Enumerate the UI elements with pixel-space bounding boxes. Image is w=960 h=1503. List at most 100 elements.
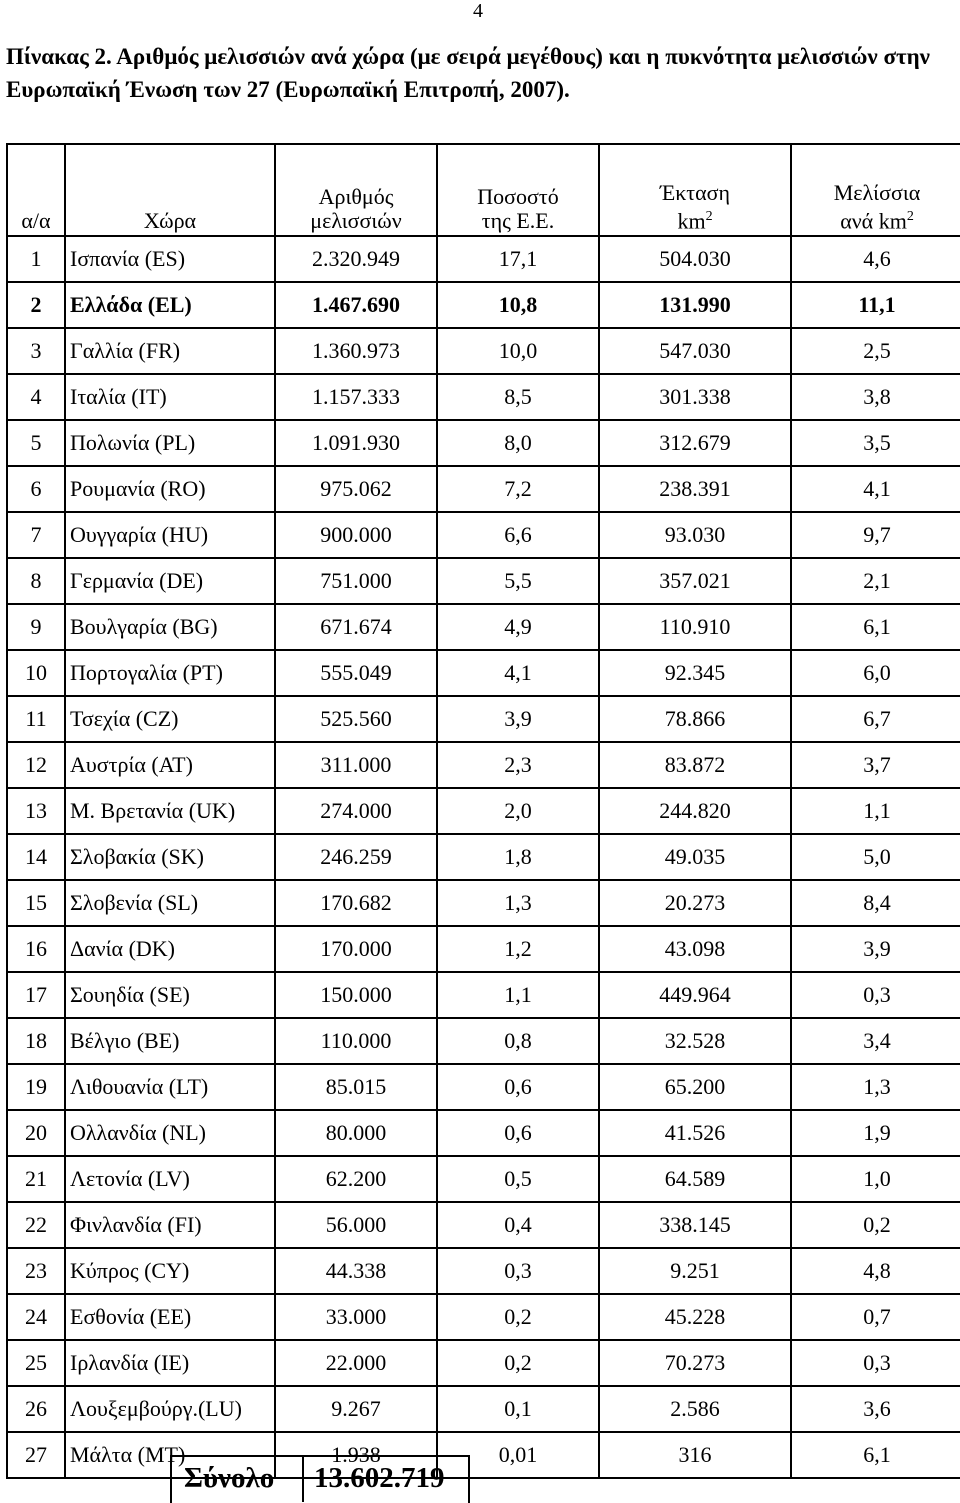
table-header-row: α/α Χώρα Αριθμός μελισσιών Ποσοστό της Ε… [6,143,960,237]
row-percent: 0,5 [436,1155,600,1203]
row-number: 80.000 [274,1109,438,1157]
row-aa: 17 [6,971,66,1019]
row-number: 246.259 [274,833,438,881]
row-density: 3,7 [790,741,960,789]
row-aa: 11 [6,695,66,743]
row-aa: 6 [6,465,66,513]
table-row: 7 Ουγγαρία (HU) 900.000 6,6 93.030 9,7 [6,511,960,559]
row-area: 65.200 [598,1063,792,1111]
row-density: 5,0 [790,833,960,881]
row-number: 975.062 [274,465,438,513]
table-row: 14 Σλοβακία (SK) 246.259 1,8 49.035 5,0 [6,833,960,881]
row-percent: 1,2 [436,925,600,973]
row-country: Ουγγαρία (HU) [64,511,276,559]
row-percent: 0,6 [436,1109,600,1157]
row-number: 56.000 [274,1201,438,1249]
row-aa: 10 [6,649,66,697]
header-density-unit: ανά km [840,208,907,233]
row-density: 4,1 [790,465,960,513]
table-caption: Πίνακας 2. Αριθμός μελισσιών ανά χώρα (μ… [6,44,930,102]
row-country: Ιταλία (IT) [64,373,276,421]
row-area: 547.030 [598,327,792,375]
table-row: 11 Τσεχία (CZ) 525.560 3,9 78.866 6,7 [6,695,960,743]
table-row: 15 Σλοβενία (SL) 170.682 1,3 20.273 8,4 [6,879,960,927]
header-area-sup: 2 [705,208,713,224]
row-area: 357.021 [598,557,792,605]
row-country: Γαλλία (FR) [64,327,276,375]
row-percent: 5,5 [436,557,600,605]
row-aa: 24 [6,1293,66,1341]
row-percent: 0,2 [436,1293,600,1341]
row-percent: 2,0 [436,787,600,835]
row-area: 43.098 [598,925,792,973]
row-area: 2.586 [598,1385,792,1433]
row-density: 8,4 [790,879,960,927]
table-row: 18 Βέλγιο (BE) 110.000 0,8 32.528 3,4 [6,1017,960,1065]
row-country: Ιρλανδία (IE) [64,1339,276,1387]
row-area: 64.589 [598,1155,792,1203]
table-row: 26 Λουξεμβούργ.(LU) 9.267 0,1 2.586 3,6 [6,1385,960,1433]
row-number: 9.267 [274,1385,438,1433]
table-row: 2 Ελλάδα (EL) 1.467.690 10,8 131.990 11,1 [6,281,960,329]
row-country: Λετονία (LV) [64,1155,276,1203]
row-aa: 9 [6,603,66,651]
page-number: 4 [473,0,483,22]
row-country: Σλοβακία (SK) [64,833,276,881]
row-area: 92.345 [598,649,792,697]
row-aa: 18 [6,1017,66,1065]
row-country: Σουηδία (SE) [64,971,276,1019]
row-number: 311.000 [274,741,438,789]
row-density: 0,7 [790,1293,960,1341]
row-percent: 4,9 [436,603,600,651]
table-row: 27 Μάλτα (MT) 1.938 0,01 316 6,1 [6,1431,960,1479]
row-density: 1,9 [790,1109,960,1157]
total-label: Σύνολο [184,1462,275,1494]
row-percent: 7,2 [436,465,600,513]
row-number: 170.682 [274,879,438,927]
row-number: 1.157.333 [274,373,438,421]
row-density: 2,1 [790,557,960,605]
table-row: 9 Βουλγαρία (BG) 671.674 4,9 110.910 6,1 [6,603,960,651]
header-area-unit: km [677,208,706,233]
table-row: 10 Πορτογαλία (PT) 555.049 4,1 92.345 6,0 [6,649,960,697]
row-number: 2.320.949 [274,235,438,283]
row-country: Πολωνία (PL) [64,419,276,467]
row-percent: 1,8 [436,833,600,881]
header-number-line1: Αριθμός [318,184,394,209]
header-number: Αριθμός μελισσιών [274,143,438,237]
row-country: Βέλγιο (BE) [64,1017,276,1065]
row-aa: 25 [6,1339,66,1387]
row-area: 131.990 [598,281,792,329]
row-country: Τσεχία (CZ) [64,695,276,743]
row-percent: 1,1 [436,971,600,1019]
table-row: 8 Γερμανία (DE) 751.000 5,5 357.021 2,1 [6,557,960,605]
row-aa: 4 [6,373,66,421]
header-area-line2: km2 [601,205,789,233]
row-area: 83.872 [598,741,792,789]
row-percent: 3,9 [436,695,600,743]
header-density: Μελίσσια ανά km2 [790,143,960,237]
row-percent: 0,1 [436,1385,600,1433]
row-area: 449.964 [598,971,792,1019]
row-aa: 8 [6,557,66,605]
row-number: 274.000 [274,787,438,835]
table-row: 5 Πολωνία (PL) 1.091.930 8,0 312.679 3,5 [6,419,960,467]
row-number: 22.000 [274,1339,438,1387]
table-row: 22 Φινλανδία (FI) 56.000 0,4 338.145 0,2 [6,1201,960,1249]
row-percent: 4,1 [436,649,600,697]
row-aa: 5 [6,419,66,467]
row-aa: 12 [6,741,66,789]
row-aa: 21 [6,1155,66,1203]
row-density: 4,6 [790,235,960,283]
row-density: 6,1 [790,603,960,651]
table-row: 16 Δανία (DK) 170.000 1,2 43.098 3,9 [6,925,960,973]
row-country: Βουλγαρία (BG) [64,603,276,651]
row-number: 525.560 [274,695,438,743]
row-aa: 26 [6,1385,66,1433]
row-number: 85.015 [274,1063,438,1111]
table-row: 4 Ιταλία (IT) 1.157.333 8,5 301.338 3,8 [6,373,960,421]
row-number: 110.000 [274,1017,438,1065]
row-percent: 8,0 [436,419,600,467]
row-aa: 23 [6,1247,66,1295]
row-area: 78.866 [598,695,792,743]
